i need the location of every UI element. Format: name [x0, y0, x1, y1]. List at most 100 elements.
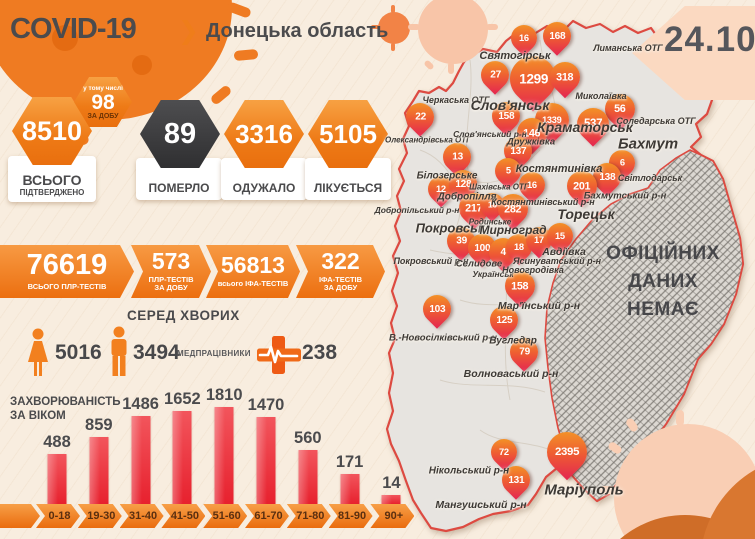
bar [89, 437, 109, 504]
daily-value: 98 [91, 90, 115, 114]
among-sick-title: СЕРЕД ХВОРИХ [127, 308, 240, 323]
map-place-label: В.-Новосілківський р-н [388, 332, 498, 344]
map-place-label: Костянтинівський р-н [491, 197, 595, 207]
recovered-value: 3316 [235, 118, 293, 149]
daily-prefix: у тому числі [83, 84, 123, 92]
pin-value: 125 [496, 314, 512, 326]
bar [131, 416, 151, 504]
bar-value-label: 171 [335, 453, 364, 471]
test-label: ВСЬОГО ПЛР-ТЕСТІВ [27, 281, 107, 291]
map-place-label: Нікольський р-н [428, 465, 510, 477]
pin-value: 79 [518, 346, 530, 358]
age-bar-group: 171 [324, 453, 376, 504]
tests-row: 76619 ВСЬОГО ПЛР-ТЕСТІВ 573 ПЛР-ТЕСТІВ ЗА… [0, 245, 400, 298]
pin-value: 15 [555, 231, 565, 242]
map-place-label: Білозерське [416, 170, 478, 182]
age-axis-segment: 61-70 [245, 504, 289, 528]
women-value: 5016 [55, 341, 102, 364]
bar [340, 474, 360, 504]
pin-value: 131 [508, 474, 524, 486]
bar-value-label: 1810 [205, 386, 243, 404]
report-date: 24.10 [664, 20, 755, 59]
test-label: ПЛР-ТЕСТІВ ЗА ДОБУ [148, 274, 194, 293]
pin-value: 72 [499, 447, 509, 458]
man-icon [111, 326, 127, 376]
map-place-label: Черкаська ОТГ [422, 95, 490, 105]
age-axis-segment: 51-60 [203, 504, 247, 528]
map-place-label: Ясинуватський р-н [512, 256, 602, 266]
map-place-label: Покровський р-н [393, 256, 469, 266]
age-axis-segment: 19-30 [78, 504, 122, 528]
daily-suffix: ЗА ДОБУ [87, 112, 119, 120]
map-place-label: Дружківка [506, 136, 556, 148]
map-place-label: Миколаївка [575, 91, 627, 101]
confirmed-value: 8510 [21, 115, 83, 146]
map-place-label: Маріуполь [544, 481, 624, 499]
pin-value: 16 [519, 33, 529, 44]
pin-value: 318 [556, 71, 574, 83]
bar [172, 411, 192, 504]
age-axis-segment: 31-40 [120, 504, 164, 528]
pin-value: 27 [489, 69, 501, 81]
test-arrow: 322 ІФА-ТЕСТІВ ЗА ДОБУ [296, 245, 385, 298]
test-value: 573 [151, 248, 191, 275]
age-bar-group: 1810 [198, 386, 250, 504]
age-axis: 0-18 19-30 31-40 41-50 51-60 61-70 71-80 81-90 9… [0, 504, 420, 528]
pin-value: 103 [429, 303, 445, 315]
map-place-label: Краматорськ [537, 119, 633, 135]
bar-value-label: 560 [294, 429, 322, 447]
map-place-label: Бахмутський р-н [583, 190, 667, 202]
bar-value-label: 1652 [164, 390, 201, 408]
pin-value: 168 [549, 30, 565, 42]
pin-value: 6 [619, 158, 625, 168]
woman-icon [28, 328, 48, 376]
map-place-label: Покровськ [415, 220, 485, 236]
bar-value-label: 1470 [247, 396, 285, 414]
age-bar-group: 859 [73, 416, 125, 504]
age-axis-segment: 71-80 [287, 504, 331, 528]
test-label: ІФА-ТЕСТІВ ЗА ДОБУ [318, 274, 363, 293]
age-bar-group: 1470 [240, 396, 292, 504]
bar-value-label: 14 [382, 474, 401, 492]
pin-value: 1299 [518, 71, 548, 87]
treated-value: 5105 [319, 118, 377, 149]
map-place-label: Новогродівка [502, 265, 564, 275]
pin-value: 39 [455, 235, 467, 247]
map-place-label: Родинське [468, 217, 512, 227]
confirmed-label: ВСЬОГО [22, 172, 82, 188]
test-arrow: 573 ПЛР-ТЕСТІВ ЗА ДОБУ [131, 245, 211, 298]
medics-label: МЕДПРАЦІВНИКИ [177, 349, 251, 358]
died-label: ПОМЕРЛО [148, 181, 210, 195]
recovered-label: ОДУЖАЛО [232, 181, 296, 195]
age-bar-group: 560 [282, 429, 334, 504]
pin-value: 56 [614, 103, 626, 116]
bar [256, 417, 276, 504]
confirmed-sublabel: ПІДТВЕРДЖЕНО [19, 188, 85, 197]
map-place-label: Мар'їнський р-н [497, 300, 581, 312]
age-axis-segment: 81-90 [329, 504, 373, 528]
bar [381, 495, 401, 504]
map-place-label: Костянтинівка [515, 163, 603, 175]
region-title: Донецька область [206, 20, 389, 42]
test-arrow: 56813 всього ІФА-ТЕСТІВ [206, 245, 300, 298]
test-value: 322 [321, 248, 360, 275]
pin-value: 2395 [554, 446, 580, 459]
medical-cross-icon [257, 336, 301, 374]
bar-value-label: 1486 [122, 395, 159, 413]
map-place-label: Добропільський р-н [374, 205, 460, 215]
age-bar-group: 14 [365, 474, 417, 504]
map-place-label: Селидове [455, 258, 503, 270]
map-place-label: Мангушський р-н [435, 499, 527, 511]
pin-value: 22 [414, 111, 426, 123]
map-place-label: Українськ [472, 269, 514, 279]
chevron-icon: ❯ [178, 17, 199, 45]
age-axis-segment: 90+ [370, 504, 414, 528]
map-place-label: Слов'янськ [470, 97, 550, 113]
pin-value: 158 [511, 280, 529, 292]
brand-title: COVID-19 [10, 13, 137, 45]
test-label: всього ІФА-ТЕСТІВ [217, 278, 289, 288]
bar-value-label: 859 [85, 416, 113, 434]
died-value: 89 [163, 117, 197, 150]
no-data-notice: ОФІЦІЙНИХ ДАНИХ НЕМАЄ [606, 243, 720, 320]
